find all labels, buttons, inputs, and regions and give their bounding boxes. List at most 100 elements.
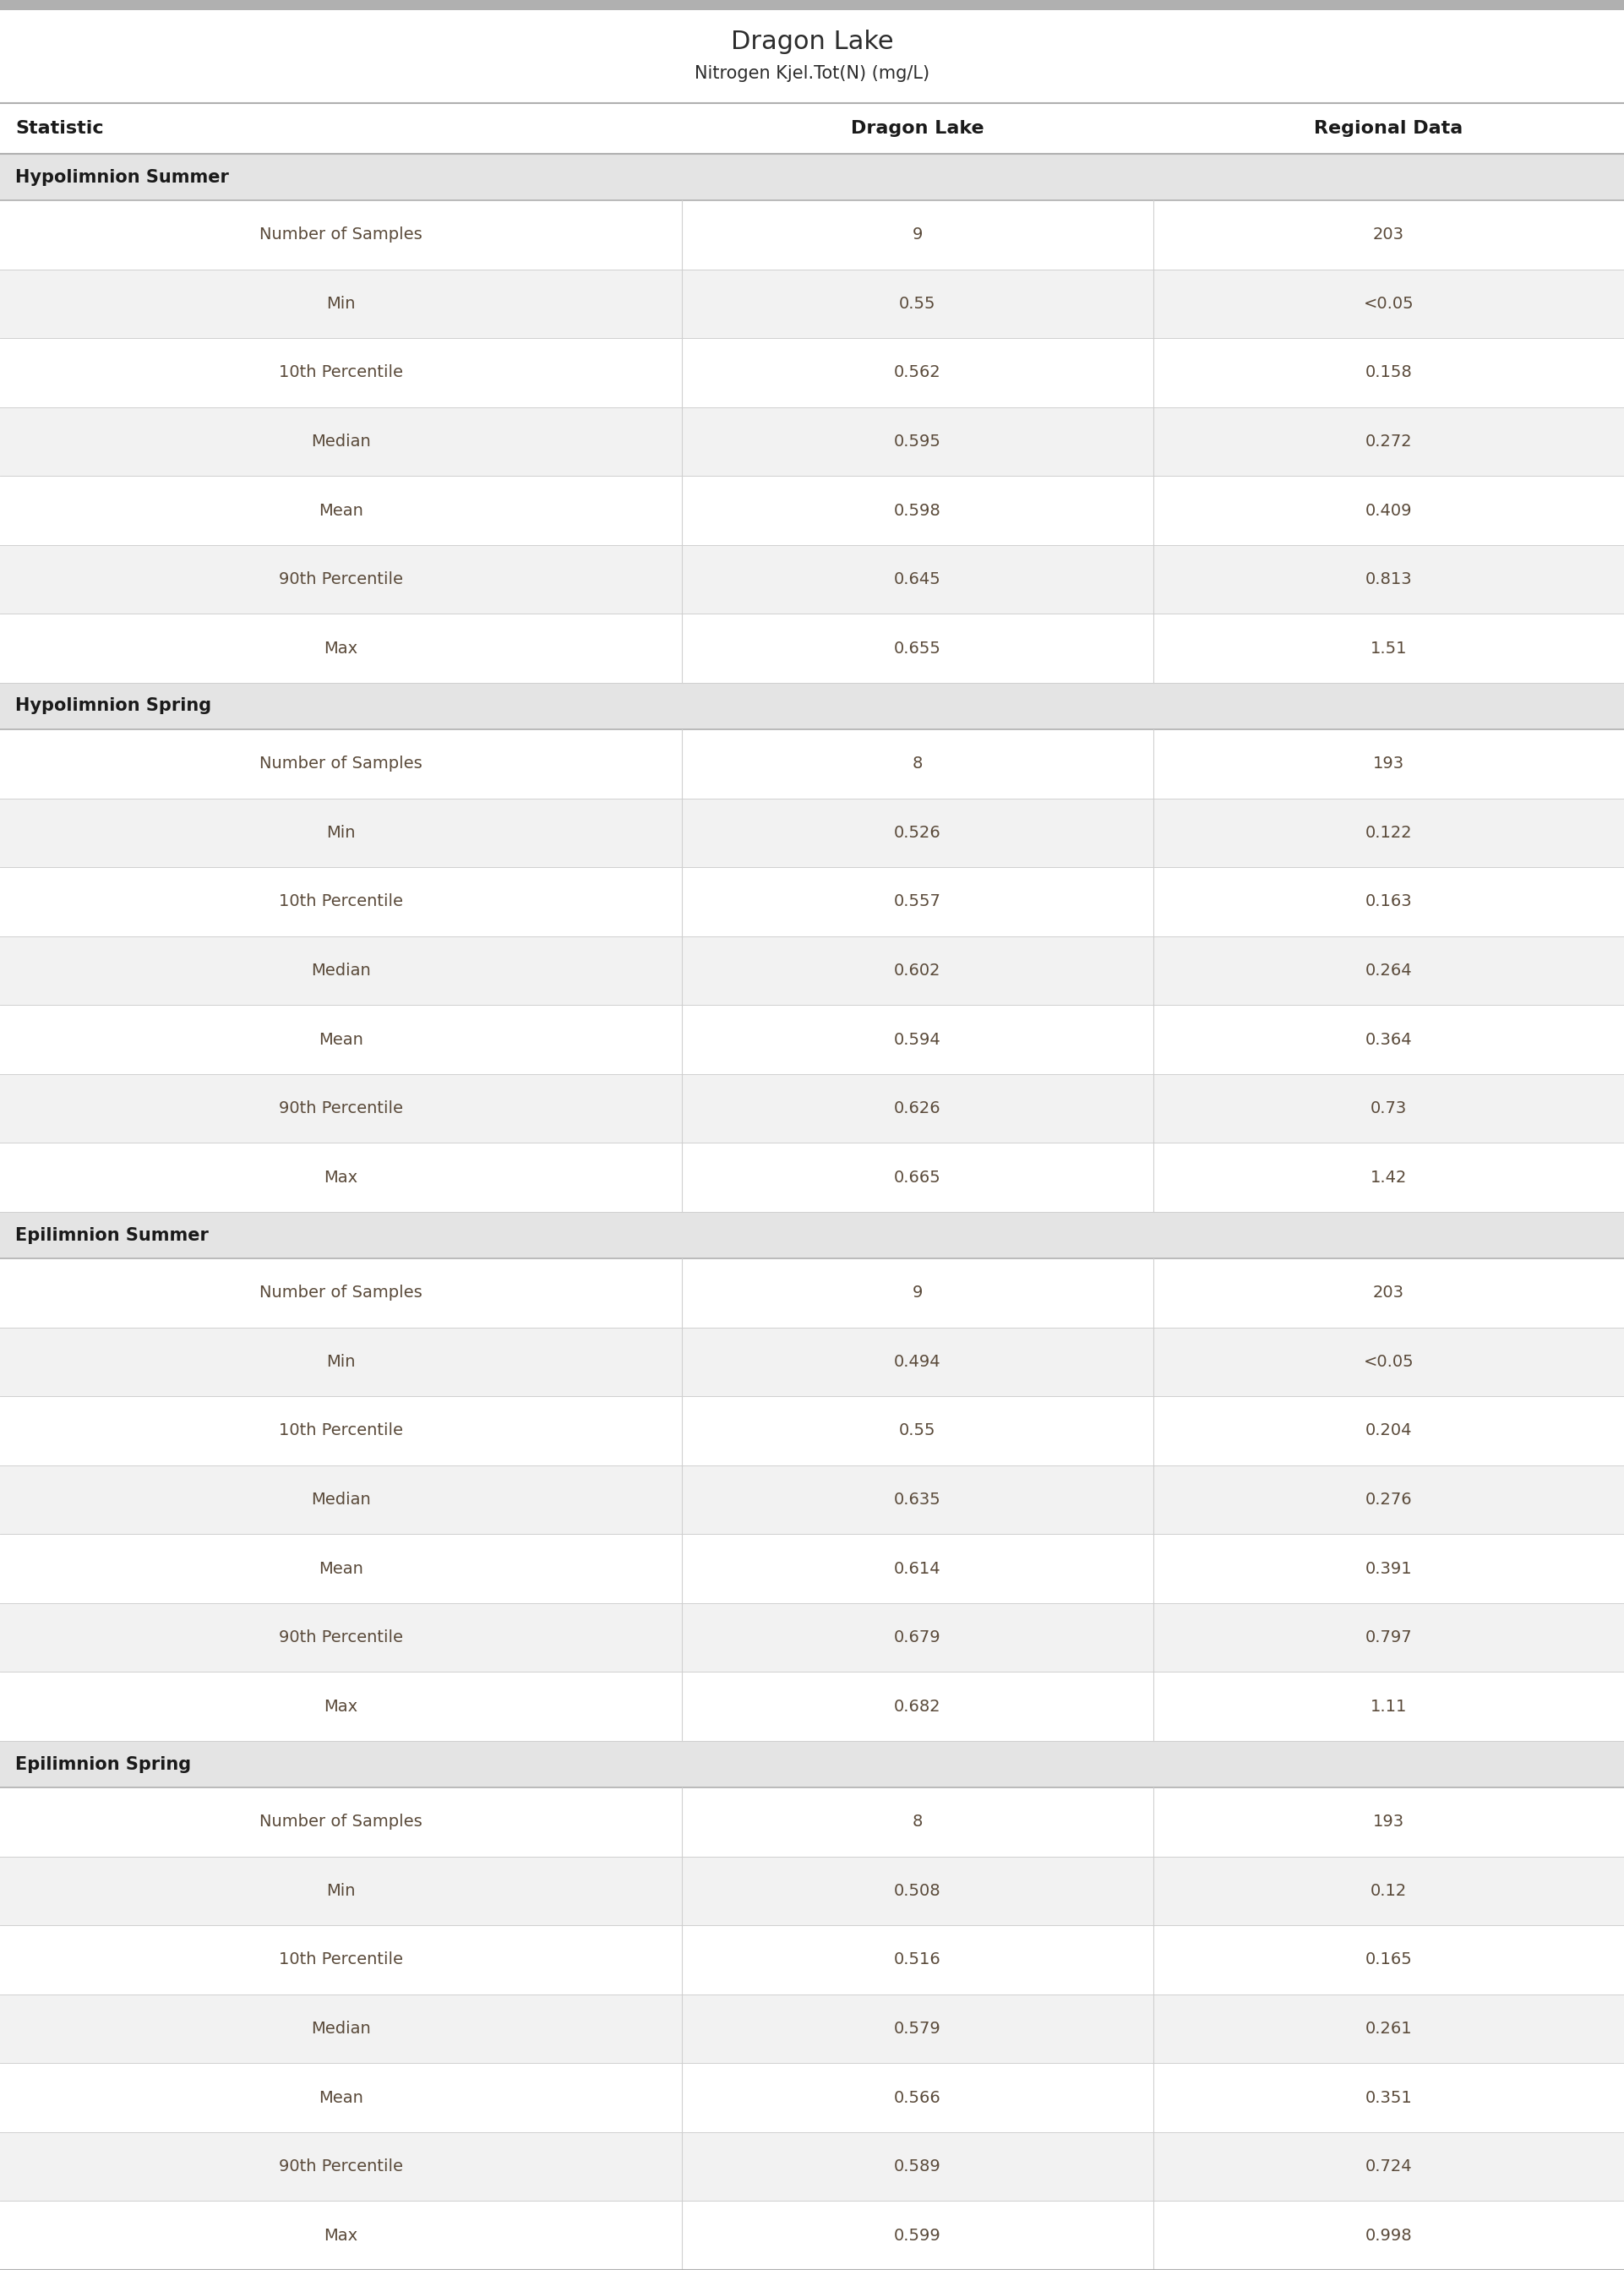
Text: Median: Median <box>312 434 370 449</box>
Bar <box>0 477 1624 545</box>
Text: 0.204: 0.204 <box>1366 1423 1411 1439</box>
Text: 8: 8 <box>913 1814 922 1830</box>
Text: Epilimnion Spring: Epilimnion Spring <box>15 1755 192 1773</box>
Text: Min: Min <box>326 1353 356 1369</box>
Bar <box>0 338 1624 406</box>
Text: 193: 193 <box>1372 1814 1405 1830</box>
Text: 0.122: 0.122 <box>1366 824 1411 840</box>
Bar <box>0 935 1624 1006</box>
Text: 0.635: 0.635 <box>893 1491 942 1507</box>
Text: Max: Max <box>325 1169 357 1185</box>
Bar <box>0 1144 1624 1212</box>
Text: 0.645: 0.645 <box>893 572 942 588</box>
Text: 0.679: 0.679 <box>895 1630 940 1646</box>
Text: Max: Max <box>325 640 357 656</box>
Text: Dragon Lake: Dragon Lake <box>851 120 984 136</box>
Text: Mean: Mean <box>318 1031 364 1046</box>
Text: 1.51: 1.51 <box>1371 640 1406 656</box>
Bar <box>0 545 1624 613</box>
Text: Hypolimnion Spring: Hypolimnion Spring <box>15 697 211 715</box>
Bar <box>0 683 1624 729</box>
Text: 0.598: 0.598 <box>893 502 942 518</box>
Text: 10th Percentile: 10th Percentile <box>279 365 403 381</box>
Bar <box>0 270 1624 338</box>
Text: 0.813: 0.813 <box>1366 572 1411 588</box>
Text: 10th Percentile: 10th Percentile <box>279 1952 403 1968</box>
Text: <0.05: <0.05 <box>1363 295 1415 311</box>
Text: 0.682: 0.682 <box>895 1698 940 1714</box>
Bar <box>0 1857 1624 1925</box>
Text: 0.665: 0.665 <box>893 1169 942 1185</box>
Text: 9: 9 <box>913 1285 922 1301</box>
Bar <box>0 9 1624 102</box>
Text: 1.42: 1.42 <box>1371 1169 1406 1185</box>
Text: Regional Data: Regional Data <box>1314 120 1463 136</box>
Bar <box>0 2063 1624 2132</box>
Bar <box>0 1925 1624 1995</box>
Text: 0.364: 0.364 <box>1366 1031 1411 1046</box>
Text: 0.589: 0.589 <box>893 2159 942 2175</box>
Text: 203: 203 <box>1372 1285 1405 1301</box>
Text: 0.655: 0.655 <box>893 640 942 656</box>
Bar <box>0 154 1624 200</box>
Text: Median: Median <box>312 2020 370 2036</box>
Bar <box>0 1006 1624 1074</box>
Text: 10th Percentile: 10th Percentile <box>279 1423 403 1439</box>
Text: Number of Samples: Number of Samples <box>260 756 422 772</box>
Text: 0.626: 0.626 <box>895 1101 940 1117</box>
Bar <box>0 2132 1624 2202</box>
Text: 0.261: 0.261 <box>1366 2020 1411 2036</box>
Bar <box>0 1741 1624 1786</box>
Text: 0.595: 0.595 <box>893 434 942 449</box>
Bar <box>0 613 1624 683</box>
Text: 1.11: 1.11 <box>1371 1698 1406 1714</box>
Bar <box>0 1673 1624 1741</box>
Text: 0.12: 0.12 <box>1371 1882 1406 1900</box>
Text: 0.272: 0.272 <box>1366 434 1411 449</box>
Text: 203: 203 <box>1372 227 1405 243</box>
Text: Min: Min <box>326 1882 356 1900</box>
Text: 90th Percentile: 90th Percentile <box>279 1630 403 1646</box>
Text: Number of Samples: Number of Samples <box>260 227 422 243</box>
Text: 0.351: 0.351 <box>1364 2091 1413 2107</box>
Text: Median: Median <box>312 1491 370 1507</box>
Text: Min: Min <box>326 824 356 840</box>
Text: 0.602: 0.602 <box>895 962 940 978</box>
Bar <box>0 1535 1624 1603</box>
Text: 0.55: 0.55 <box>900 1423 935 1439</box>
Text: 0.516: 0.516 <box>893 1952 942 1968</box>
Text: 0.158: 0.158 <box>1364 365 1413 381</box>
Bar <box>0 200 1624 270</box>
Text: 0.557: 0.557 <box>893 894 942 910</box>
Text: Nitrogen Kjel.Tot(N) (mg/L): Nitrogen Kjel.Tot(N) (mg/L) <box>695 66 929 82</box>
Bar <box>0 1074 1624 1144</box>
Text: 90th Percentile: 90th Percentile <box>279 2159 403 2175</box>
Text: 8: 8 <box>913 756 922 772</box>
Text: 0.599: 0.599 <box>893 2227 942 2243</box>
Bar <box>0 1786 1624 1857</box>
Text: 0.526: 0.526 <box>893 824 942 840</box>
Bar <box>0 1328 1624 1396</box>
Text: 0.724: 0.724 <box>1366 2159 1411 2175</box>
Text: Statistic: Statistic <box>15 120 104 136</box>
Text: 0.562: 0.562 <box>893 365 942 381</box>
Text: <0.05: <0.05 <box>1363 1353 1415 1369</box>
Text: 0.276: 0.276 <box>1366 1491 1411 1507</box>
Bar <box>0 1258 1624 1328</box>
Text: 0.614: 0.614 <box>895 1559 940 1578</box>
Text: Mean: Mean <box>318 2091 364 2107</box>
Text: 0.594: 0.594 <box>893 1031 942 1046</box>
Bar <box>0 1464 1624 1535</box>
Text: 0.391: 0.391 <box>1366 1559 1411 1578</box>
Text: Number of Samples: Number of Samples <box>260 1285 422 1301</box>
Bar <box>0 867 1624 935</box>
Bar <box>0 406 1624 477</box>
Text: 0.998: 0.998 <box>1366 2227 1411 2243</box>
Text: 0.409: 0.409 <box>1366 502 1411 518</box>
Bar <box>0 729 1624 799</box>
Text: 0.165: 0.165 <box>1364 1952 1413 1968</box>
Text: Max: Max <box>325 1698 357 1714</box>
Text: 10th Percentile: 10th Percentile <box>279 894 403 910</box>
Bar <box>0 0 1624 9</box>
Text: Median: Median <box>312 962 370 978</box>
